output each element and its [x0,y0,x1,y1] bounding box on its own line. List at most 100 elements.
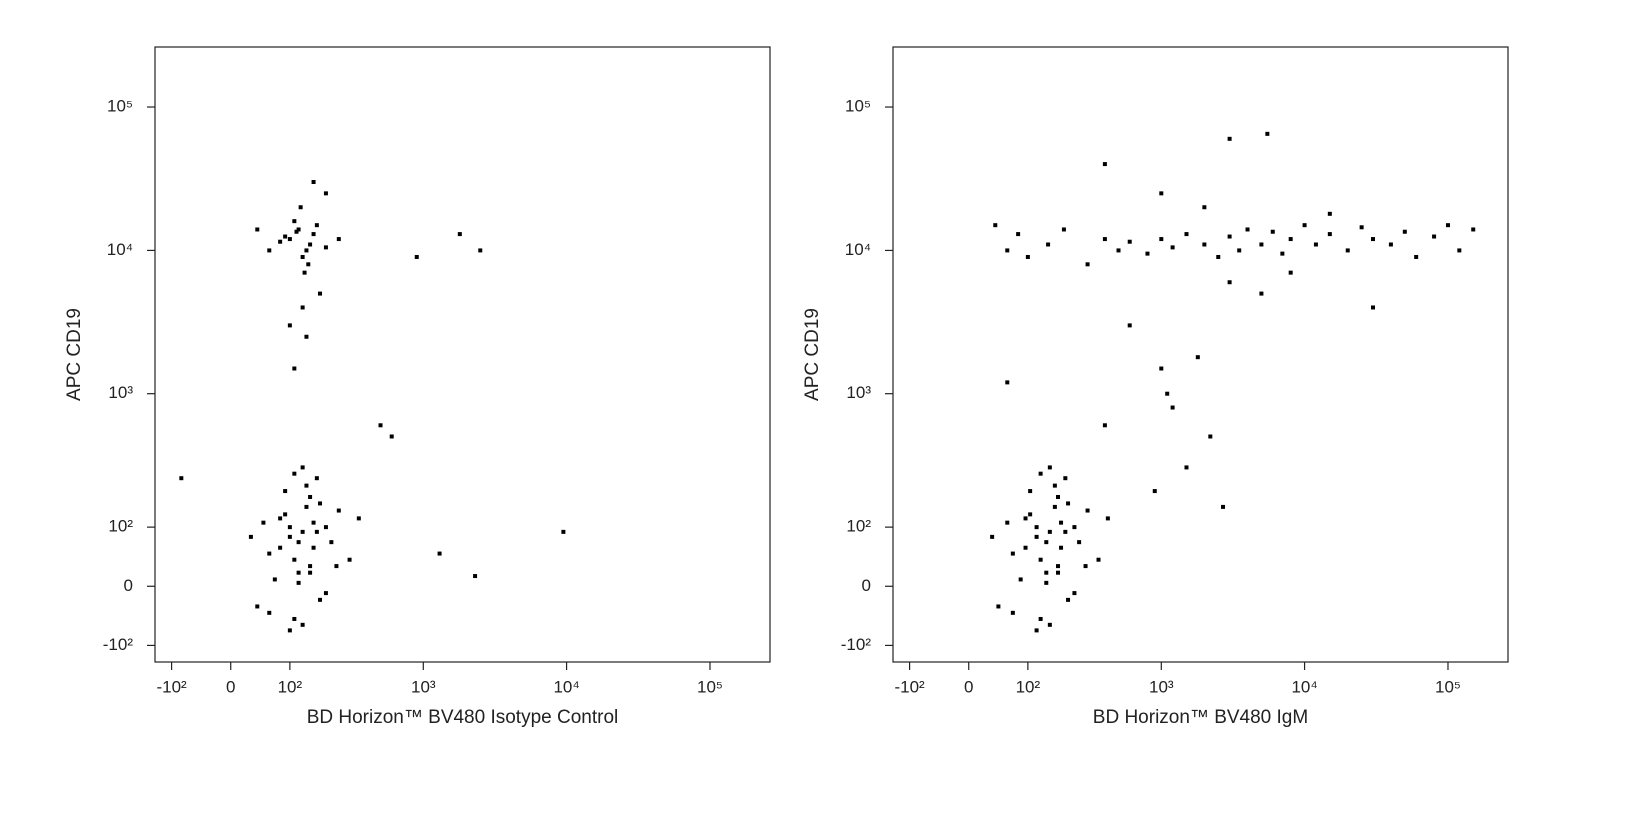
point [1159,191,1164,196]
point [1313,242,1318,247]
point [287,525,292,530]
point [457,232,462,237]
point [1127,239,1132,244]
y-tick-label: 0 [124,576,133,595]
point [255,604,260,609]
point [1159,237,1164,242]
point [1066,501,1071,506]
point [1056,570,1061,575]
point [302,270,307,275]
y-axis-title: APC CD19 [802,308,823,401]
point [336,508,341,513]
point [292,366,297,371]
point [179,476,184,481]
point [287,534,292,539]
point [1085,508,1090,513]
y-tick-label: 10⁴ [107,240,133,259]
point [347,557,352,562]
point [1034,628,1039,633]
point [267,551,272,556]
point [1047,465,1052,470]
point [1457,248,1462,253]
point [283,489,288,494]
x-tick-label: 10⁵ [697,677,723,696]
point [1116,248,1121,253]
point [1471,227,1476,232]
point [1096,557,1101,562]
y-axis-title: APC CD19 [64,308,85,401]
y-tick-label: 10⁵ [107,97,133,116]
point [1010,610,1015,615]
point [1056,494,1061,499]
point [473,574,478,579]
point [278,545,283,550]
point [323,591,328,596]
point [1038,616,1043,621]
point [1402,229,1407,234]
x-tick-label: 10² [278,677,303,696]
point [1063,529,1068,534]
point [300,305,305,310]
point [1270,229,1275,234]
point [1005,380,1010,385]
point [1288,270,1293,275]
point [300,254,305,259]
point [1237,248,1242,253]
x-tick-label: -10² [894,677,925,696]
point [278,516,283,521]
point [1102,162,1107,167]
point [300,529,305,534]
point [311,520,316,525]
point [356,516,361,521]
point [300,465,305,470]
point [1280,251,1285,256]
point [292,471,297,476]
point [311,180,316,185]
point [304,483,309,488]
point [1227,280,1232,285]
point [1221,504,1226,509]
point [304,504,309,509]
point [437,551,442,556]
point [292,557,297,562]
point [1052,483,1057,488]
point [1184,465,1189,470]
point [292,219,297,224]
point [334,564,339,569]
point [1105,516,1110,521]
y-tick-label: 10² [108,517,133,536]
y-tick-label: 10⁵ [845,97,871,116]
point [287,237,292,242]
point [1010,551,1015,556]
point [1432,234,1437,239]
point [267,610,272,615]
point [1370,237,1375,242]
point [314,529,319,534]
point [1170,245,1175,250]
point [1072,591,1077,596]
point [1028,489,1033,494]
point [1044,570,1049,575]
point [1184,232,1189,237]
point [272,577,277,582]
point [1085,262,1090,267]
point [283,234,288,239]
point [1038,471,1043,476]
y-tick-label: 10³ [846,383,871,402]
point [1059,545,1064,550]
y-tick-label: -10² [841,635,872,654]
point [1388,242,1393,247]
point [996,604,1001,609]
point [1028,512,1033,517]
x-tick-label: 10⁴ [553,677,579,696]
y-tick-label: 10⁴ [845,240,871,259]
point [314,223,319,228]
point [1023,516,1028,521]
point [1202,205,1207,210]
point [993,223,998,228]
point [323,525,328,530]
point [314,476,319,481]
plot-frame [154,46,771,663]
point [1202,242,1207,247]
